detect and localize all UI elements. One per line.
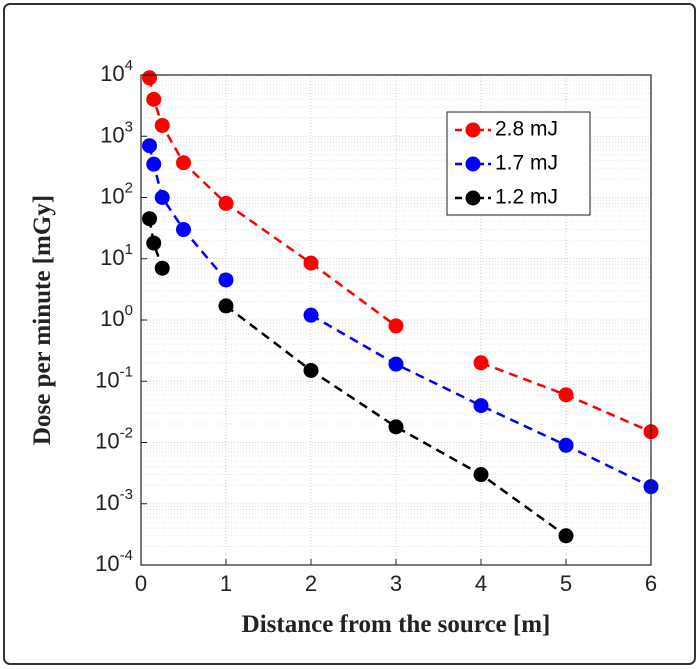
x-tick-label: 2 (305, 571, 317, 596)
data-point (176, 155, 191, 171)
y-tick-label: 10-4 (95, 547, 133, 576)
data-point (388, 419, 404, 435)
data-point (142, 70, 157, 86)
data-point (142, 211, 157, 227)
y-tick-label: 100 (100, 302, 133, 331)
data-point (146, 91, 162, 107)
data-point (154, 260, 170, 276)
data-point (146, 156, 162, 172)
x-tick-label: 4 (475, 571, 487, 596)
y-tick-label: 10-3 (95, 486, 133, 515)
data-point (558, 437, 574, 453)
y-tick-label: 104 (100, 57, 133, 86)
x-tick-label: 6 (645, 571, 657, 596)
x-tick-label: 5 (560, 571, 572, 596)
x-tick-label: 3 (390, 571, 402, 596)
data-point (142, 138, 157, 154)
data-point (558, 528, 574, 544)
data-point (218, 298, 234, 314)
x-tick-label: 0 (135, 571, 147, 596)
data-point (303, 362, 319, 378)
data-point (176, 222, 191, 238)
data-point (146, 235, 162, 251)
data-point (218, 195, 234, 211)
data-point (388, 356, 404, 372)
data-point (303, 307, 319, 323)
legend-marker (465, 122, 481, 138)
x-tick-label: 1 (220, 571, 232, 596)
legend-marker (465, 156, 481, 172)
data-point (218, 272, 234, 288)
data-point (473, 467, 489, 483)
series-line (148, 218, 567, 537)
y-tick-label: 101 (100, 241, 133, 270)
y-axis-label: Dose per minute [mGy] (29, 195, 56, 445)
y-tick-label: 102 (100, 179, 133, 208)
frame (3, 3, 696, 665)
legend-marker (465, 190, 481, 206)
legend-label: 1.7 mJ (495, 152, 558, 175)
data-point (154, 190, 170, 205)
data-point (558, 387, 574, 403)
data-point (154, 117, 170, 133)
plot-area (140, 74, 652, 566)
y-tick-label: 103 (100, 118, 133, 147)
data-point (473, 398, 489, 414)
y-tick-label: 10-1 (95, 363, 133, 392)
data-point (303, 255, 319, 271)
data-point (388, 318, 404, 334)
legend-label: 1.2 mJ (495, 186, 558, 209)
data-point (473, 355, 489, 371)
legend-label: 2.8 mJ (495, 118, 558, 141)
y-tick-label: 10-2 (95, 424, 133, 453)
x-axis-label: Distance from the source [m] (242, 611, 551, 638)
